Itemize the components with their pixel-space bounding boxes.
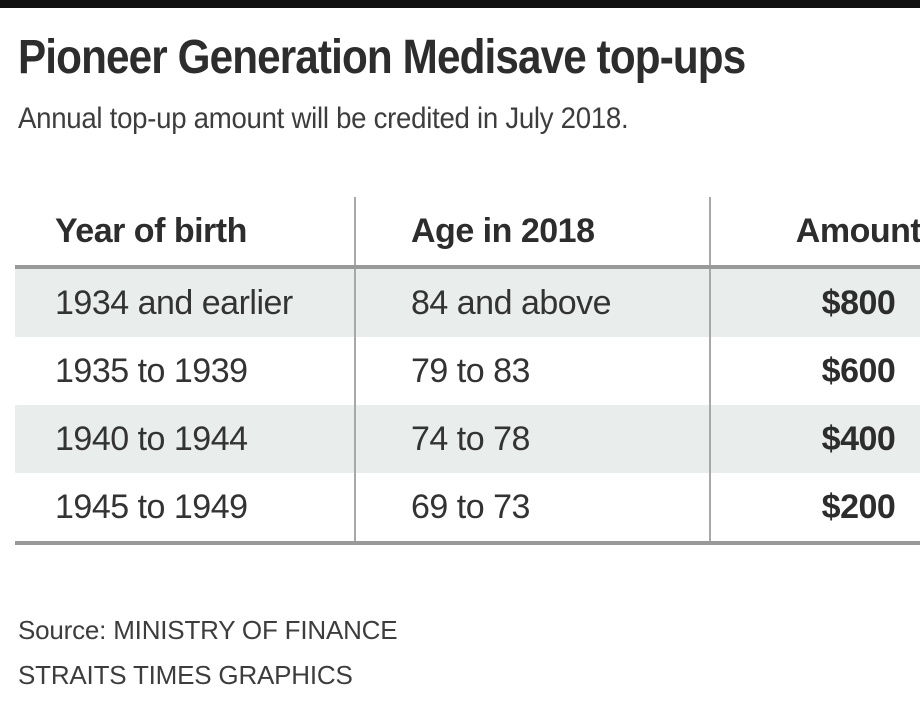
- table-cell-age: 84 and above: [354, 267, 710, 337]
- subtitle: Annual top-up amount will be credited in…: [18, 102, 629, 135]
- table-cell-year-of-birth: 1940 to 1944: [15, 405, 355, 473]
- column-header-age-in-2018: Age in 2018: [354, 197, 710, 269]
- source-line: Source: MINISTRY OF FINANCE: [18, 615, 398, 645]
- table-cell-year-of-birth: 1934 and earlier: [15, 267, 355, 337]
- table-cell-amount: $400: [709, 405, 920, 473]
- table-cell-age: 79 to 83: [354, 337, 710, 405]
- table-row: 1945 to 1949 69 to 73 $200: [15, 473, 920, 545]
- table-cell-amount: $600: [709, 337, 920, 405]
- footer: Source: MINISTRY OF FINANCE STRAITS TIME…: [18, 608, 398, 698]
- table-header-row: Year of birth Age in 2018 Amount: [15, 197, 920, 269]
- table-cell-amount: $800: [709, 267, 920, 337]
- table-cell-age: 74 to 78: [354, 405, 710, 473]
- column-header-amount: Amount: [709, 197, 920, 269]
- credit-line: STRAITS TIMES GRAPHICS: [18, 660, 353, 690]
- column-header-year-of-birth: Year of birth: [15, 197, 355, 269]
- top-rule: [0, 0, 920, 8]
- table-cell-year-of-birth: 1945 to 1949: [15, 473, 355, 545]
- table-row: 1934 and earlier 84 and above $800: [15, 267, 920, 337]
- table-cell-year-of-birth: 1935 to 1939: [55, 351, 248, 390]
- table-cell-age: 69 to 73: [354, 473, 710, 545]
- table-cell-amount: $200: [709, 473, 920, 545]
- medisave-topup-table: Year of birth Age in 2018 Amount 1934 an…: [15, 197, 920, 545]
- table-row: 1935 to 1939 79 to 83 $600: [15, 337, 920, 405]
- page-title: Pioneer Generation Medisave top-ups: [18, 31, 746, 84]
- table-row: 1940 to 1944 74 to 78 $400: [15, 405, 920, 473]
